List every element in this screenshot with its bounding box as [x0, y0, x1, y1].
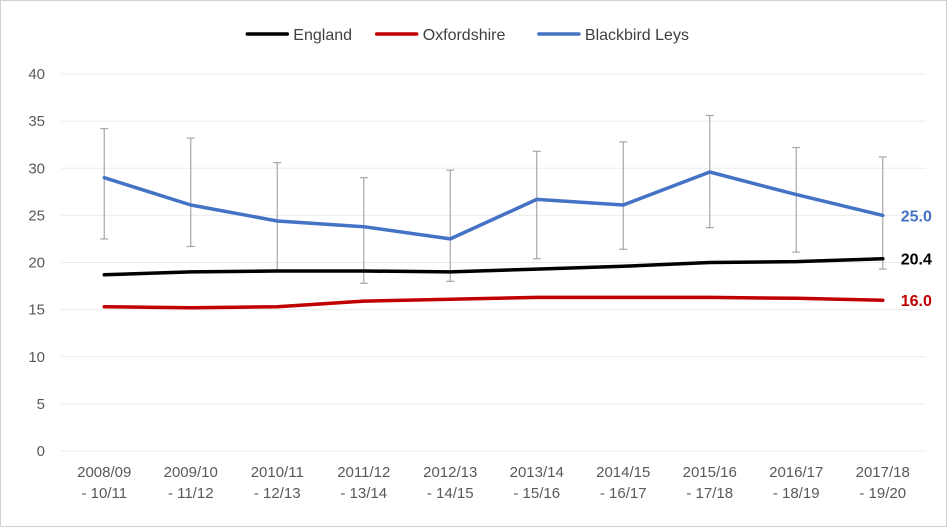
- x-tick-label-7: 2015/16 - 17/18: [683, 464, 737, 502]
- x-tick-label-line: - 15/16: [513, 485, 560, 502]
- legend: England Oxfordshire Blackbird Leys: [245, 27, 689, 44]
- end-labels: 20.4 16.0 25.0: [901, 208, 932, 310]
- x-tick-label-line: - 10/11: [81, 485, 127, 502]
- x-tick-label-4: 2012/13 - 14/15: [423, 464, 477, 502]
- series-lines: [102, 170, 885, 310]
- error-bar-blackbird-leys-5: [532, 150, 541, 260]
- error-bar-blackbird-leys-3: [359, 177, 368, 284]
- error-bar-blackbird-leys-9: [878, 156, 887, 270]
- gridlines: [61, 73, 926, 452]
- x-tick-label-line: 2010/11: [251, 464, 304, 481]
- series-line-england: [102, 256, 885, 277]
- x-tick-label-1: 2009/10 - 11/12: [164, 464, 218, 502]
- y-tick-label-35: 35: [28, 113, 45, 130]
- x-tick-label-line: - 14/15: [427, 485, 474, 502]
- error-bar-blackbird-leys-6: [619, 141, 628, 250]
- legend-item-blackbird-leys: Blackbird Leys: [537, 27, 689, 44]
- y-tick-label-0: 0: [37, 443, 45, 460]
- x-tick-label-line: - 18/19: [773, 485, 820, 502]
- x-tick-label-line: - 19/20: [859, 485, 906, 502]
- y-tick-label-5: 5: [37, 396, 45, 413]
- legend-label-england: England: [293, 27, 352, 44]
- x-tick-label-0: 2008/09 - 10/11: [77, 464, 131, 502]
- x-tick-label-6: 2014/15 - 16/17: [596, 464, 650, 502]
- y-tick-label-30: 30: [28, 160, 45, 177]
- error-bar-blackbird-leys-2: [273, 161, 282, 273]
- error-bars: [100, 114, 887, 284]
- x-tick-label-line: 2008/09: [77, 464, 131, 481]
- x-tick-label-5: 2013/14 - 15/16: [510, 464, 564, 502]
- error-bar-blackbird-leys-0: [100, 128, 109, 240]
- x-tick-label-line: - 17/18: [686, 485, 733, 502]
- legend-item-england: England: [245, 27, 352, 44]
- x-tick-label-line: - 13/14: [340, 485, 387, 502]
- error-bar-blackbird-leys-4: [446, 169, 455, 282]
- y-tick-label-40: 40: [28, 66, 45, 83]
- x-tick-label-3: 2011/12 - 13/14: [337, 464, 390, 502]
- x-tick-label-line: 2013/14: [510, 464, 564, 481]
- x-tick-label-8: 2016/17 - 18/19: [769, 464, 823, 502]
- x-tick-label-line: 2009/10: [164, 464, 218, 481]
- x-tick-label-line: 2012/13: [423, 464, 477, 481]
- x-tick-label-2: 2010/11 - 12/13: [251, 464, 304, 502]
- series-line-blackbird-leys: [102, 170, 885, 241]
- series-line-oxfordshire: [102, 295, 885, 310]
- y-tick-label-20: 20: [28, 255, 45, 272]
- x-tick-label-line: 2011/12: [337, 464, 390, 481]
- x-tick-label-line: 2017/18: [856, 464, 910, 481]
- y-tick-label-10: 10: [28, 349, 45, 366]
- legend-label-oxfordshire: Oxfordshire: [423, 27, 506, 44]
- x-tick-label-line: 2016/17: [769, 464, 823, 481]
- x-tick-label-line: - 16/17: [600, 485, 647, 502]
- y-axis: 0 5 10 15 20 25 30 35 40: [28, 66, 45, 460]
- error-bar-blackbird-leys-8: [792, 146, 801, 253]
- legend-label-blackbird-leys: Blackbird Leys: [585, 27, 689, 44]
- x-tick-label-line: 2015/16: [683, 464, 737, 481]
- data-label-oxfordshire: 16.0: [901, 293, 932, 310]
- x-tick-label-line: - 12/13: [254, 485, 301, 502]
- error-bar-blackbird-leys-1: [186, 137, 195, 248]
- legend-item-oxfordshire: Oxfordshire: [374, 27, 506, 44]
- x-tick-label-9: 2017/18 - 19/20: [856, 464, 910, 502]
- data-label-england: 20.4: [901, 252, 932, 269]
- data-label-blackbird-leys: 25.0: [901, 208, 932, 225]
- x-axis: 2008/09 - 10/11 2009/10 - 11/12 2010/11 - 12/…: [77, 464, 910, 502]
- x-tick-label-line: - 11/12: [168, 485, 214, 502]
- y-tick-label-15: 15: [28, 302, 45, 319]
- y-tick-label-25: 25: [28, 207, 45, 224]
- x-tick-label-line: 2014/15: [596, 464, 650, 481]
